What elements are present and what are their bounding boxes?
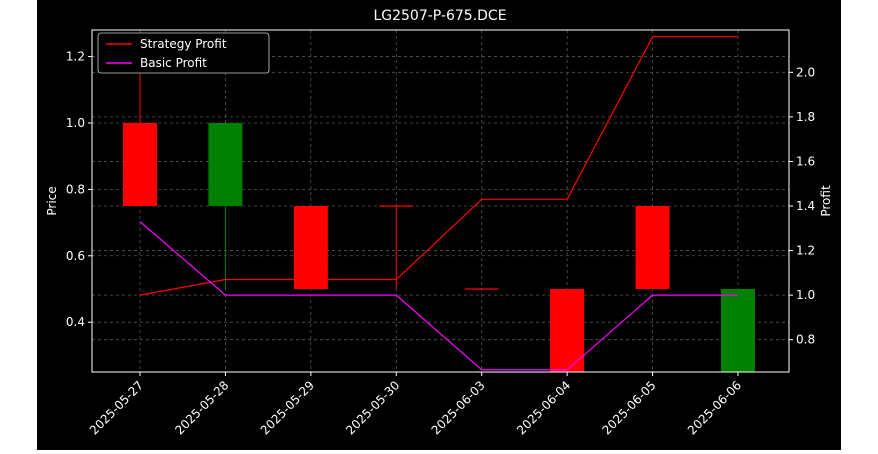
candle-body [208,122,243,206]
legend-label: Strategy Profit [140,37,227,51]
y-axis-label-right: Profit [819,185,833,217]
x-tick-label: 2025-05-29 [258,378,317,437]
y-tick-left-label: 0.4 [66,315,85,329]
candle-body [635,205,670,289]
candle-body [293,205,328,289]
y-ticks-right: 0.8 1.0 1.2 1.4 1.6 1.8 2.0 [789,65,815,347]
candle-body [550,288,585,372]
candle [635,205,670,289]
x-tick-label: 2025-06-05 [599,378,658,437]
candlestick-chart: LG2507-P-675.DCE 0.4 0.6 0.8 1.0 1.2 0.8 1.0 1… [45,8,833,437]
series-line [139,36,738,296]
y-tick-right-label: 1.2 [796,244,815,258]
x-tick-label: 2025-06-06 [685,378,744,437]
grid-lines [92,30,789,372]
y-tick-left-label: 0.6 [66,249,85,263]
x-tick-label: 2025-05-30 [343,378,402,437]
y-tick-left-label: 1.2 [66,50,85,64]
candle [123,56,157,206]
candle-body [123,122,157,206]
y-tick-right-label: 0.8 [796,333,815,347]
y-ticks-left: 0.4 0.6 0.8 1.0 1.2 [66,50,92,329]
y-tick-right-label: 2.0 [796,65,815,79]
y-axis-label-left: Price [45,186,59,215]
x-tick-label: 2025-05-27 [87,378,146,437]
chart-figure: LG2507-P-675.DCE 0.4 0.6 0.8 1.0 1.2 0.8 1.0 1… [37,0,841,450]
candle [208,122,243,289]
x-tick-label: 2025-05-28 [172,378,231,437]
profit-lines [139,36,738,371]
candle [721,288,755,372]
x-tick-label: 2025-06-04 [514,378,573,437]
candle [293,205,328,289]
y-tick-right-label: 1.0 [796,288,815,302]
y-tick-left-label: 0.8 [66,182,85,196]
legend-box [97,32,270,74]
x-tick-label: 2025-06-03 [429,378,488,437]
x-ticks: 2025-05-27 2025-05-28 2025-05-29 2025-05-30… [87,372,744,437]
candles [123,56,755,372]
candle-body [721,288,755,372]
y-tick-right-label: 1.8 [796,110,815,124]
candle [550,288,585,372]
series-line [139,221,738,371]
plot-frame [91,29,790,373]
y-tick-left-label: 1.0 [66,116,85,130]
y-tick-right-label: 1.4 [796,199,815,213]
legend-label: Basic Profit [140,56,207,70]
legend: Strategy Profit Basic Profit [97,32,270,74]
chart-title: LG2507-P-675.DCE [373,8,506,24]
candle [379,205,414,289]
y-tick-right-label: 1.6 [796,154,815,168]
